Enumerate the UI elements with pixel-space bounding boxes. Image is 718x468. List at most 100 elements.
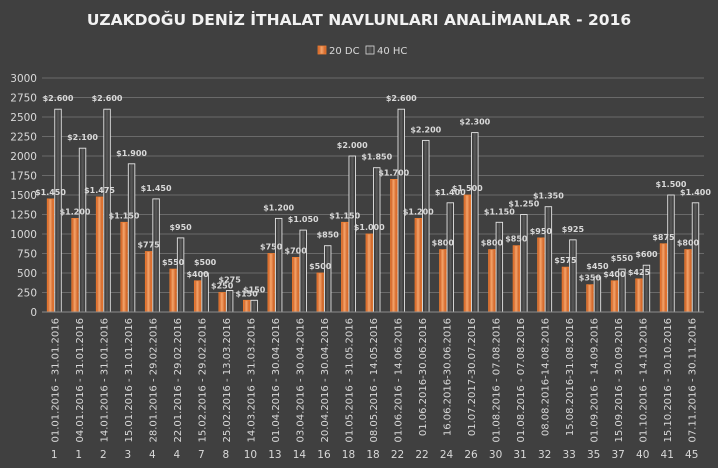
bar-20dc [439, 249, 447, 313]
x-tick-label: 28.01.2016 - 29.02.2016 [148, 318, 159, 442]
bar-40hc [324, 245, 332, 313]
x-tick-label: 15.10.2016 - 30.10.2016 [663, 318, 674, 442]
x-tick-label: 04.01.2016 - 31.01.2016 [75, 318, 86, 442]
y-tick-label: 1250 [10, 210, 37, 222]
x-group-number: 10 [244, 449, 257, 461]
bar-40hc [250, 299, 258, 313]
bar-20dc [95, 196, 104, 313]
bar-20dc [684, 249, 692, 313]
bar-40hc [495, 221, 504, 313]
data-label-40hc: $2.600 [92, 94, 123, 103]
data-label-20dc: $550 [162, 258, 185, 267]
x-tick-label: 01.09.2016 - 14.09.2016 [590, 318, 601, 442]
x-group-number: 8 [223, 449, 230, 461]
data-label-20dc: $500 [309, 262, 332, 271]
data-label-40hc: $150 [243, 285, 266, 294]
x-tick-label: 15.09.2016 - 30.09.2016 [614, 318, 625, 442]
x-tick-label: 01.10.2016 - 14.10.2016 [639, 318, 650, 442]
data-label-20dc: $1.150 [109, 211, 140, 220]
data-label-40hc: $2.300 [459, 118, 490, 127]
x-group-number: 40 [636, 449, 649, 461]
x-group-number: 41 [661, 449, 674, 461]
bar-40hc [225, 290, 234, 313]
data-label-40hc: $1.400 [435, 188, 466, 197]
data-label-20dc: $575 [554, 256, 577, 265]
data-label-40hc: $1.850 [361, 153, 392, 162]
bar-20dc [610, 280, 619, 313]
bar-20dc [414, 217, 422, 313]
bar-40hc [201, 272, 209, 313]
x-tick-label: 01.05.2016 - 31.05.2016 [344, 318, 355, 442]
x-group-number: 1 [51, 449, 58, 461]
bar-20dc [512, 245, 521, 313]
y-tick-label: 0 [30, 307, 37, 319]
bar-40hc [446, 202, 455, 313]
bar-20dc [561, 266, 570, 313]
x-group-number: 24 [440, 449, 454, 461]
y-tick-label: 750 [17, 249, 37, 261]
data-label-40hc: $2.000 [337, 141, 368, 150]
data-label-20dc: $1.200 [60, 207, 91, 216]
bar-20dc [218, 292, 226, 313]
bar-20dc [586, 284, 594, 313]
data-label-40hc: $1.050 [288, 215, 319, 224]
chart-title: UZAKDOĞU DENİZ İTHALAT NAVLUNLARI ANALİM… [87, 10, 631, 29]
y-tick-label: 2250 [10, 132, 37, 144]
data-label-40hc: $1.500 [656, 180, 687, 189]
data-label-20dc: $750 [260, 243, 283, 252]
data-label-40hc: $1.200 [263, 203, 294, 212]
y-tick-label: 1500 [10, 190, 37, 202]
x-group-number: 22 [415, 449, 428, 461]
x-axis: 01.01.2016 - 31.01.2016 1 04.01.2016 - 31.… [42, 311, 704, 461]
legend: 20 DC 40 HC [317, 45, 407, 57]
x-group-number: 14 [293, 449, 307, 461]
data-label-20dc: $350 [579, 274, 602, 283]
data-label-20dc: $1.700 [378, 168, 409, 177]
bar-20dc [316, 272, 324, 313]
data-label-20dc: $425 [628, 268, 651, 277]
data-label-40hc: $1.400 [680, 188, 711, 197]
data-label-40hc: $2.200 [410, 125, 441, 134]
bar-20dc [243, 299, 251, 313]
bar-20dc [292, 256, 300, 313]
bar-20dc [659, 243, 668, 313]
x-tick-label: 01.07.2017-30.07.2016 [467, 318, 478, 436]
x-tick-label: 14.01.2016 - 31.01.2016 [99, 318, 110, 442]
legend-label-40hc: 40 HC [377, 46, 407, 57]
data-label-20dc: $800 [481, 239, 504, 248]
data-label-20dc: $800 [432, 239, 455, 248]
bar-20dc [635, 278, 643, 313]
data-label-40hc: $2.600 [43, 94, 74, 103]
x-tick-label: 07.11.2016 - 30.11.2016 [688, 318, 699, 442]
x-group-number: 13 [268, 449, 281, 461]
bar-40hc [176, 237, 185, 313]
bar-40hc [152, 198, 160, 313]
x-tick-label: 08.08.2016-14.08.2016 [541, 318, 552, 436]
bar-40hc [520, 214, 528, 313]
data-label-40hc: $1.150 [484, 207, 515, 216]
x-group-number: 18 [342, 449, 355, 461]
x-tick-label: 25.02.2016 - 13.03.2016 [222, 318, 233, 442]
data-label-20dc: $400 [603, 270, 626, 279]
bar-20dc [71, 217, 79, 313]
y-tick-label: 2000 [10, 151, 37, 163]
bar-40hc [544, 206, 553, 313]
bar-40hc [691, 202, 700, 313]
bar-20dc [365, 233, 373, 313]
x-tick-label: 15.08.2016-31.08.2016 [565, 318, 576, 436]
x-tick-label: 01.08.2016 - 07.08.2016 [492, 318, 503, 442]
bar-20dc [390, 178, 398, 313]
data-label-20dc: $1.450 [35, 188, 66, 197]
bar-20dc [537, 237, 545, 313]
bar-20dc [463, 194, 471, 313]
data-label-40hc: $1.900 [116, 149, 147, 158]
bar-40hc [373, 167, 381, 313]
x-tick-label: 01.08.2016 - 07.08.2016 [516, 318, 527, 442]
data-label-20dc: $1.500 [452, 184, 483, 193]
data-label-20dc: $1.000 [354, 223, 385, 232]
data-label-40hc: $275 [219, 276, 242, 285]
x-group-number: 1 [75, 449, 82, 461]
data-label-20dc: $950 [530, 227, 553, 236]
x-group-number: 22 [391, 449, 404, 461]
